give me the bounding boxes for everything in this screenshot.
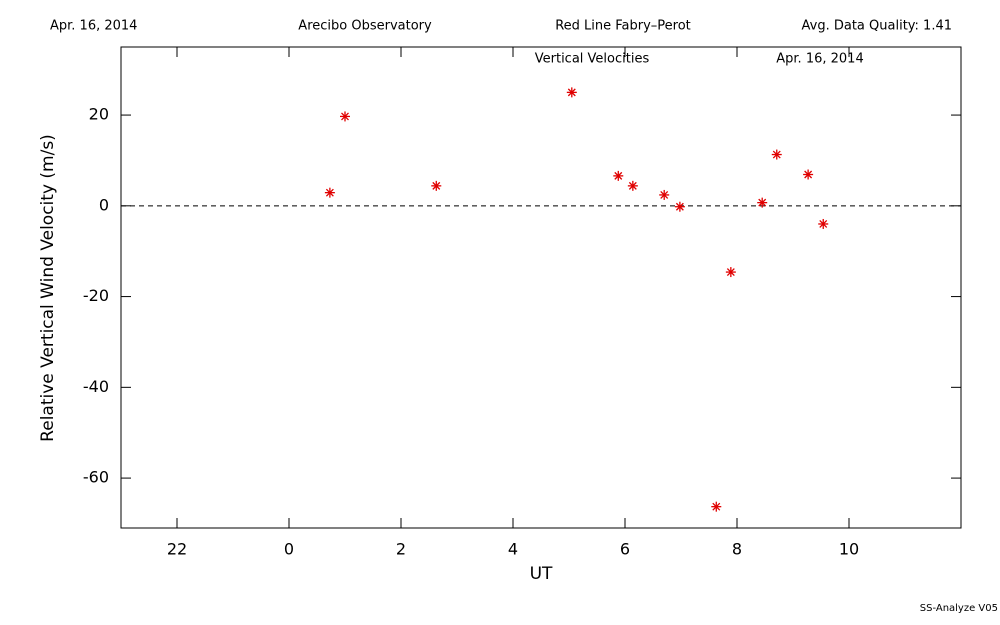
point: [711, 501, 722, 512]
point: [659, 189, 670, 200]
header-date: Apr. 16, 2014: [50, 19, 137, 34]
point: [771, 149, 782, 160]
plot-frame: [120, 46, 962, 529]
y-tick-label: -40: [83, 377, 109, 396]
y-tick-label: -20: [83, 286, 109, 305]
chart-subtitle: Apr. 16, 2014: [776, 52, 863, 67]
x-tick-label: 4: [508, 540, 518, 559]
point: [340, 111, 350, 122]
footer: SS-Analyze V05: [920, 603, 998, 614]
y-tick-label: -60: [83, 468, 109, 487]
point: [818, 218, 829, 229]
header-instrument: Red Line Fabry–Perot: [555, 19, 691, 34]
point: [566, 87, 577, 98]
x-tick-label: 2: [396, 540, 406, 559]
x-tick-label: 22: [167, 540, 187, 559]
point: [431, 180, 442, 191]
x-tick-label: 6: [620, 540, 630, 559]
x-axis-label: UT: [530, 564, 553, 584]
y-tick-label: 20: [89, 105, 109, 124]
chart-title: Vertical Velocities: [535, 52, 650, 67]
point: [757, 197, 768, 208]
header-site: Arecibo Observatory: [298, 19, 432, 34]
x-tick-label: 0: [284, 540, 294, 559]
point: [613, 170, 624, 181]
y-tick-label: 0: [99, 195, 109, 214]
point: [725, 267, 736, 278]
point: [324, 187, 335, 198]
point: [674, 201, 685, 212]
header-quality: Avg. Data Quality: 1.41: [802, 19, 952, 34]
y-axis-label: Relative Vertical Wind Velocity (m/s): [38, 134, 58, 442]
point: [627, 180, 638, 191]
point: [803, 169, 814, 180]
x-tick-label: 10: [839, 540, 859, 559]
x-tick-label: 8: [732, 540, 742, 559]
